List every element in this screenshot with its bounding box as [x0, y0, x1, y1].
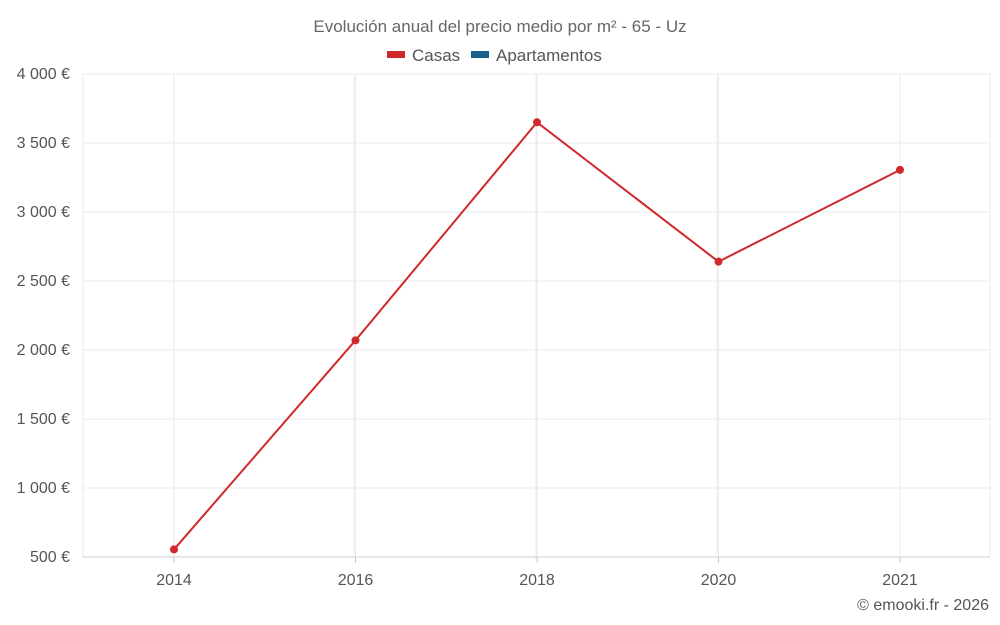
legend-label-apartamentos[interactable]: Apartamentos [496, 46, 602, 65]
chart-title: Evolución anual del precio medio por m² … [313, 17, 686, 36]
grid [82, 73, 991, 557]
y-tick-label: 3 000 € [17, 204, 70, 221]
legend: Casas Apartamentos [387, 46, 602, 65]
x-tick-label: 2020 [701, 572, 737, 589]
data-point[interactable] [533, 118, 541, 127]
legend-label-casas[interactable]: Casas [412, 46, 460, 65]
x-axis: 2014 2016 2018 2020 2021 [83, 556, 990, 589]
data-point[interactable] [896, 165, 904, 174]
x-tick-label: 2021 [882, 572, 918, 589]
credit-text: © emooki.fr - 2026 [857, 597, 989, 614]
y-tick-label: 1 500 € [17, 411, 70, 428]
x-tick-label: 2016 [338, 572, 374, 589]
y-tick-label: 500 € [30, 549, 70, 566]
series-group [170, 118, 904, 554]
y-tick-label: 2 000 € [17, 342, 70, 359]
legend-swatch-casas[interactable] [387, 51, 405, 58]
y-axis: 500 € 1 000 € 1 500 € 2 000 € 2 500 € 3 000 €… [17, 66, 70, 566]
x-tick-label: 2014 [156, 572, 192, 589]
data-point[interactable] [351, 336, 360, 345]
x-tick-label: 2018 [519, 572, 555, 589]
data-point[interactable] [714, 257, 723, 266]
legend-swatch-apartamentos[interactable] [471, 51, 489, 58]
y-tick-label: 3 500 € [17, 135, 70, 152]
y-tick-label: 2 500 € [17, 273, 70, 290]
data-point[interactable] [170, 545, 178, 554]
y-tick-label: 1 000 € [17, 480, 70, 497]
y-tick-label: 4 000 € [17, 66, 70, 83]
